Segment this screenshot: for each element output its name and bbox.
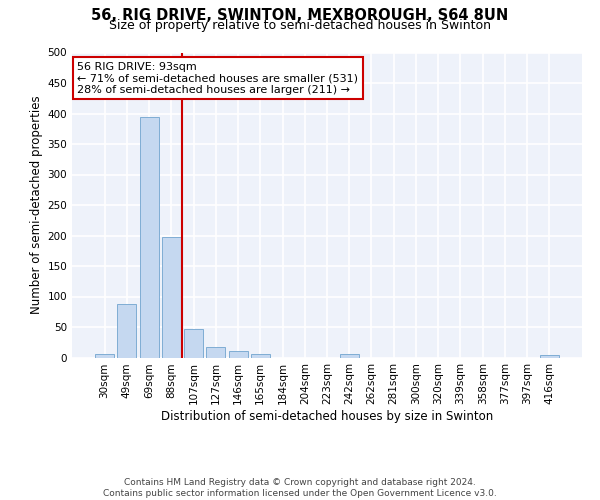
- Bar: [118, 304, 136, 358]
- Bar: [95, 354, 114, 358]
- Bar: [162, 238, 181, 358]
- Bar: [206, 347, 225, 358]
- X-axis label: Distribution of semi-detached houses by size in Swinton: Distribution of semi-detached houses by …: [161, 410, 493, 423]
- Bar: [140, 117, 158, 358]
- Text: Size of property relative to semi-detached houses in Swinton: Size of property relative to semi-detach…: [109, 18, 491, 32]
- Y-axis label: Number of semi-detached properties: Number of semi-detached properties: [30, 96, 43, 314]
- Bar: [184, 329, 203, 358]
- Text: 56 RIG DRIVE: 93sqm
← 71% of semi-detached houses are smaller (531)
28% of semi-: 56 RIG DRIVE: 93sqm ← 71% of semi-detach…: [77, 62, 358, 95]
- Bar: [229, 352, 248, 358]
- Bar: [340, 354, 359, 358]
- Bar: [251, 354, 270, 358]
- Bar: [540, 355, 559, 358]
- Text: 56, RIG DRIVE, SWINTON, MEXBOROUGH, S64 8UN: 56, RIG DRIVE, SWINTON, MEXBOROUGH, S64 …: [91, 8, 509, 22]
- Text: Contains HM Land Registry data © Crown copyright and database right 2024.
Contai: Contains HM Land Registry data © Crown c…: [103, 478, 497, 498]
